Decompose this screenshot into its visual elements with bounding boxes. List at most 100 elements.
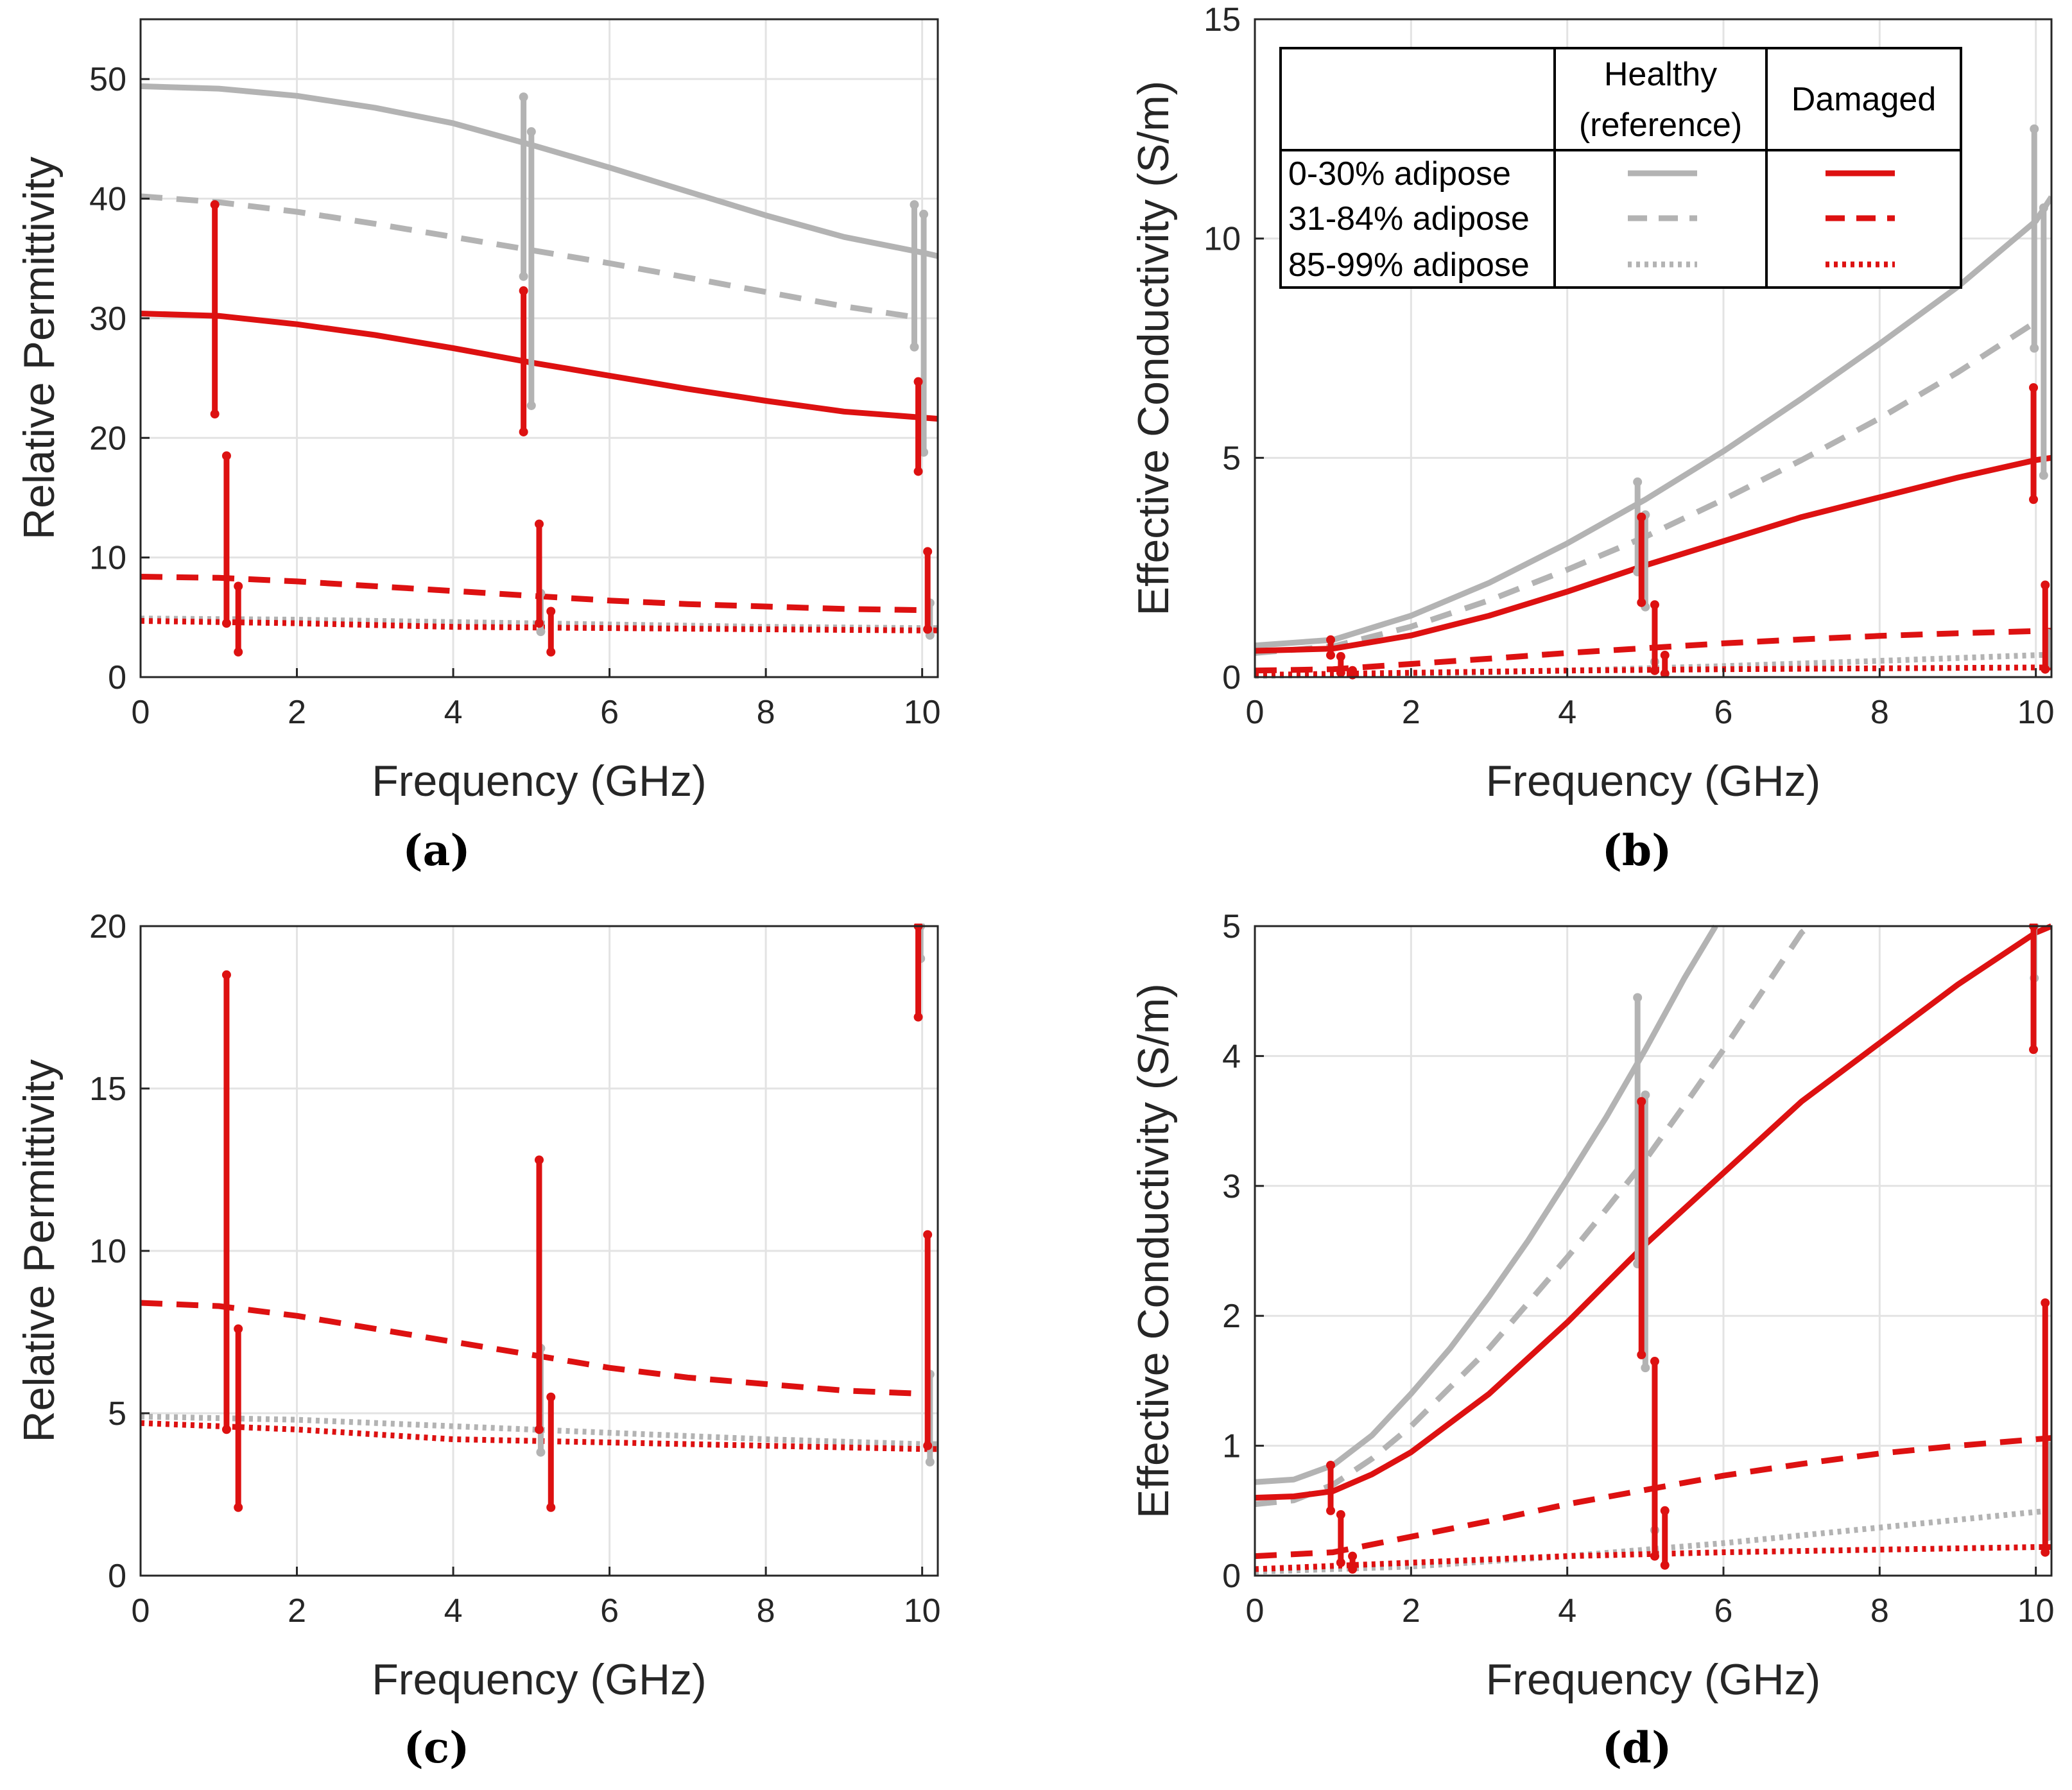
errorbar-cap [535, 1155, 544, 1165]
y-tick-label: 20 [89, 908, 126, 945]
legend-box [1279, 47, 1962, 289]
y-tick-label: 10 [1204, 221, 1241, 258]
series-line-damaged-dotted [1255, 1544, 2051, 1572]
errorbar-cap [234, 1324, 243, 1334]
errorbar-cap [1650, 600, 1659, 610]
axes-box [1254, 925, 2053, 1577]
errorbar-cap [2030, 343, 2039, 353]
y-axis-label: Relative Permittivity [15, 1059, 64, 1442]
x-tick-label: 2 [1402, 694, 1420, 731]
x-tick-label: 4 [1558, 694, 1576, 731]
chart-panel-d: 0 2 4 6 8 10 0 1 2 3 4 5 Frequency (GHz) Effective Co… [1129, 908, 2055, 1773]
errorbar-cap [923, 1441, 933, 1450]
panel-caption: (a) [402, 825, 470, 875]
x-axis-label: Frequency (GHz) [1486, 757, 1820, 805]
errorbar-cap [519, 271, 528, 281]
series-line-healthy-dotted [141, 615, 938, 632]
errorbar-cap [2030, 124, 2039, 133]
panel-caption: (c) [404, 1723, 470, 1773]
errorbar-cap [923, 624, 933, 634]
errorbar-cap [1660, 1506, 1670, 1515]
errorbar-cap [546, 647, 556, 657]
y-tick-label: 2 [1222, 1298, 1241, 1335]
errorbar-cap [536, 627, 546, 637]
errorbar-cap [2041, 1547, 2050, 1557]
errorbar-cap [1641, 1090, 1650, 1100]
errorbar-cap [1336, 651, 1345, 661]
errorbar-cap [519, 427, 528, 436]
errorbar-cap [519, 286, 528, 296]
y-tick-label: 50 [89, 61, 126, 98]
x-tick-label: 10 [904, 694, 941, 731]
errorbar-cap [234, 647, 243, 657]
legend-header-healthy: Healthy [1604, 56, 1717, 93]
errorbar-cap [1650, 1357, 1659, 1366]
series-line-damaged-dotted [141, 617, 938, 633]
errorbar-cap [1326, 1460, 1336, 1470]
y-axis-label: Effective Conductivity (S/m) [1129, 983, 1178, 1519]
x-tick-label: 6 [1714, 1592, 1733, 1630]
legend-row-label: 31-84% adipose [1288, 200, 1530, 237]
errorbar-cap [1637, 512, 1646, 522]
y-tick-label: 10 [89, 540, 126, 577]
x-tick-label: 6 [600, 694, 619, 731]
y-tick-label: 5 [1222, 440, 1241, 477]
y-tick-label: 5 [1222, 908, 1241, 945]
chart-panel-c: 0 2 4 6 8 10 0 5 10 15 20 Frequency (GHz) Relative P… [15, 908, 941, 1773]
errorbar-cap [1660, 650, 1670, 660]
y-tick-label: 30 [89, 300, 126, 338]
x-tick-label: 6 [1714, 694, 1733, 731]
x-axis-label: Frequency (GHz) [372, 1655, 706, 1704]
axes-box [139, 18, 939, 678]
errorbar-cap [1637, 1350, 1646, 1359]
x-tick-label: 4 [444, 1592, 463, 1630]
x-tick-label: 2 [1402, 1592, 1420, 1630]
errorbar-cap [526, 400, 536, 410]
x-tick-label: 4 [1558, 1592, 1576, 1630]
errorbar-cap [221, 451, 231, 461]
errorbar-cap [2041, 664, 2050, 674]
errorbar-cap [923, 1230, 933, 1239]
axes-box [1254, 18, 2053, 678]
x-tick-label: 8 [757, 1592, 775, 1630]
legend-header-healthy-sub: (reference) [1579, 107, 1742, 144]
errorbar-cap [1650, 666, 1659, 675]
errorbar-cap [1637, 598, 1646, 607]
errorbar-cap [2029, 383, 2039, 392]
errorbar-cap [2039, 470, 2048, 480]
errorbar-cap [1641, 1363, 1650, 1373]
errorbar-cap [1633, 993, 1643, 1003]
y-tick-label: 1 [1222, 1428, 1241, 1465]
legend: Healthy (reference) Damaged 0-30% adipose 31… [1279, 47, 1962, 289]
errorbar-cap [1326, 635, 1336, 644]
errorbar-cap [1348, 1564, 1358, 1574]
errorbar-cap [1660, 1560, 1670, 1570]
errorbar-cap [1348, 666, 1358, 675]
series-line-healthy-dotted [1255, 651, 2051, 679]
errorbar-cap [526, 127, 536, 137]
errorbar-cap [210, 200, 220, 209]
y-tick-label: 20 [89, 420, 126, 457]
x-tick-label: 0 [132, 694, 150, 731]
x-tick-label: 8 [1870, 694, 1889, 731]
errorbar-cap [234, 581, 243, 591]
errorbar-cap [2029, 495, 2039, 504]
y-tick-label: 5 [108, 1395, 126, 1433]
x-axis-label: Frequency (GHz) [372, 757, 706, 805]
y-tick-label: 10 [89, 1233, 126, 1270]
x-tick-label: 6 [600, 1592, 619, 1630]
y-tick-label: 0 [108, 659, 126, 696]
errorbar-cap [2041, 1298, 2050, 1307]
x-tick-label: 0 [1246, 1592, 1265, 1630]
errorbar-cap [1336, 1510, 1345, 1519]
errorbar-cap [2039, 203, 2048, 212]
panel-caption: (b) [1602, 825, 1672, 875]
x-tick-label: 0 [1246, 694, 1265, 731]
errorbar-cap [221, 970, 231, 979]
errorbar-cap [221, 1425, 231, 1434]
errorbar-cap [1336, 1558, 1345, 1567]
errorbar-cap [1660, 669, 1670, 678]
series-line-damaged-dashed [1255, 1435, 2051, 1560]
x-tick-label: 10 [2017, 694, 2055, 731]
series-line-damaged-solid [1255, 454, 2051, 654]
